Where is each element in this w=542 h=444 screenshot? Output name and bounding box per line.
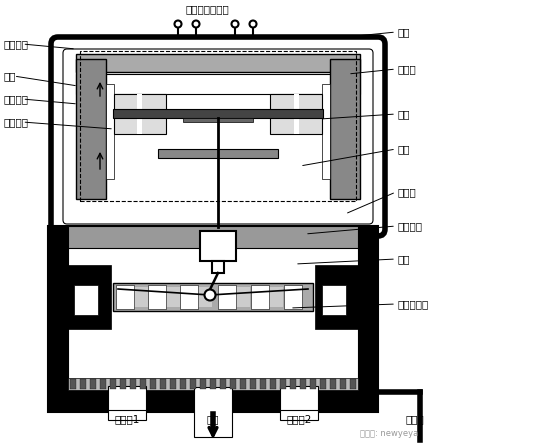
Bar xyxy=(148,285,166,309)
Bar xyxy=(140,379,146,389)
Bar xyxy=(137,94,142,134)
Text: 压力油: 压力油 xyxy=(405,414,424,424)
Bar xyxy=(68,378,358,390)
Bar xyxy=(330,379,336,389)
Bar xyxy=(315,265,358,329)
Bar xyxy=(280,410,318,420)
Bar xyxy=(106,84,114,179)
Bar xyxy=(108,386,146,412)
Bar xyxy=(220,379,226,389)
Bar xyxy=(114,94,166,134)
Text: 下导磁体: 下导磁体 xyxy=(3,94,28,104)
Bar xyxy=(166,287,180,307)
Circle shape xyxy=(204,289,216,301)
Bar xyxy=(80,379,86,389)
Bar xyxy=(150,379,156,389)
Bar xyxy=(280,379,286,389)
Bar xyxy=(260,379,266,389)
Text: 回油: 回油 xyxy=(207,414,220,424)
Text: 反馈小球: 反馈小球 xyxy=(398,221,423,231)
Text: 喷嘴: 喷嘴 xyxy=(398,144,410,154)
Bar xyxy=(236,287,250,307)
Bar xyxy=(294,94,299,134)
Bar xyxy=(80,51,356,201)
Bar xyxy=(68,265,111,329)
Bar xyxy=(158,149,278,158)
Text: 固定节流孔: 固定节流孔 xyxy=(398,299,429,309)
Text: 上导磁体: 上导磁体 xyxy=(3,39,28,49)
Text: 控制口2: 控制口2 xyxy=(286,414,312,424)
Bar xyxy=(250,379,256,389)
Text: 从功率放大器来: 从功率放大器来 xyxy=(185,4,229,14)
Bar xyxy=(100,379,106,389)
Bar xyxy=(76,59,106,199)
Text: 微信号: newyeya: 微信号: newyeya xyxy=(360,429,418,438)
Bar xyxy=(130,379,136,389)
Bar xyxy=(240,379,246,389)
Text: 线圈: 线圈 xyxy=(398,27,410,37)
Bar xyxy=(322,285,346,315)
Bar xyxy=(200,231,236,261)
Bar xyxy=(190,379,196,389)
Bar xyxy=(90,379,96,389)
Bar xyxy=(320,379,326,389)
Bar xyxy=(210,379,216,389)
Bar xyxy=(110,379,116,389)
Bar xyxy=(340,379,346,389)
Bar xyxy=(330,59,360,199)
Bar xyxy=(269,287,283,307)
Text: 控制口1: 控制口1 xyxy=(114,414,140,424)
Bar xyxy=(160,379,166,389)
Bar xyxy=(230,379,236,389)
Bar xyxy=(198,287,212,307)
Bar xyxy=(170,379,176,389)
Bar xyxy=(180,285,198,309)
Circle shape xyxy=(231,20,238,28)
Bar xyxy=(76,54,360,72)
Circle shape xyxy=(192,20,199,28)
Bar xyxy=(218,285,236,309)
Bar xyxy=(74,285,98,315)
Bar xyxy=(134,287,148,307)
Text: 挡板: 挡板 xyxy=(398,109,410,119)
Text: 弹簧管: 弹簧管 xyxy=(398,64,417,74)
Bar xyxy=(108,410,146,420)
Bar xyxy=(251,285,269,309)
Circle shape xyxy=(175,20,182,28)
Text: 滑阀: 滑阀 xyxy=(398,254,410,264)
Bar xyxy=(290,379,296,389)
Bar xyxy=(180,379,186,389)
Bar xyxy=(68,246,358,390)
Bar xyxy=(300,379,306,389)
Bar xyxy=(270,379,276,389)
Bar xyxy=(200,379,206,389)
Bar xyxy=(76,74,360,94)
Bar xyxy=(280,386,318,412)
Bar xyxy=(310,379,316,389)
Bar xyxy=(68,226,358,248)
Bar xyxy=(194,387,232,437)
Bar xyxy=(113,283,313,311)
Bar xyxy=(350,379,356,389)
Text: 衔铁: 衔铁 xyxy=(3,71,16,81)
FancyBboxPatch shape xyxy=(51,37,385,236)
Bar xyxy=(183,118,253,122)
Bar xyxy=(270,94,322,134)
Text: 永久磁铁: 永久磁铁 xyxy=(3,117,28,127)
Bar xyxy=(113,109,323,118)
Bar xyxy=(322,84,330,179)
Bar xyxy=(116,285,134,309)
Bar xyxy=(212,261,224,273)
Bar xyxy=(70,379,76,389)
Circle shape xyxy=(249,20,256,28)
Text: 反馈杆: 反馈杆 xyxy=(398,187,417,197)
FancyBboxPatch shape xyxy=(63,49,373,224)
Bar xyxy=(284,285,302,309)
Bar xyxy=(48,226,378,412)
Bar xyxy=(120,379,126,389)
